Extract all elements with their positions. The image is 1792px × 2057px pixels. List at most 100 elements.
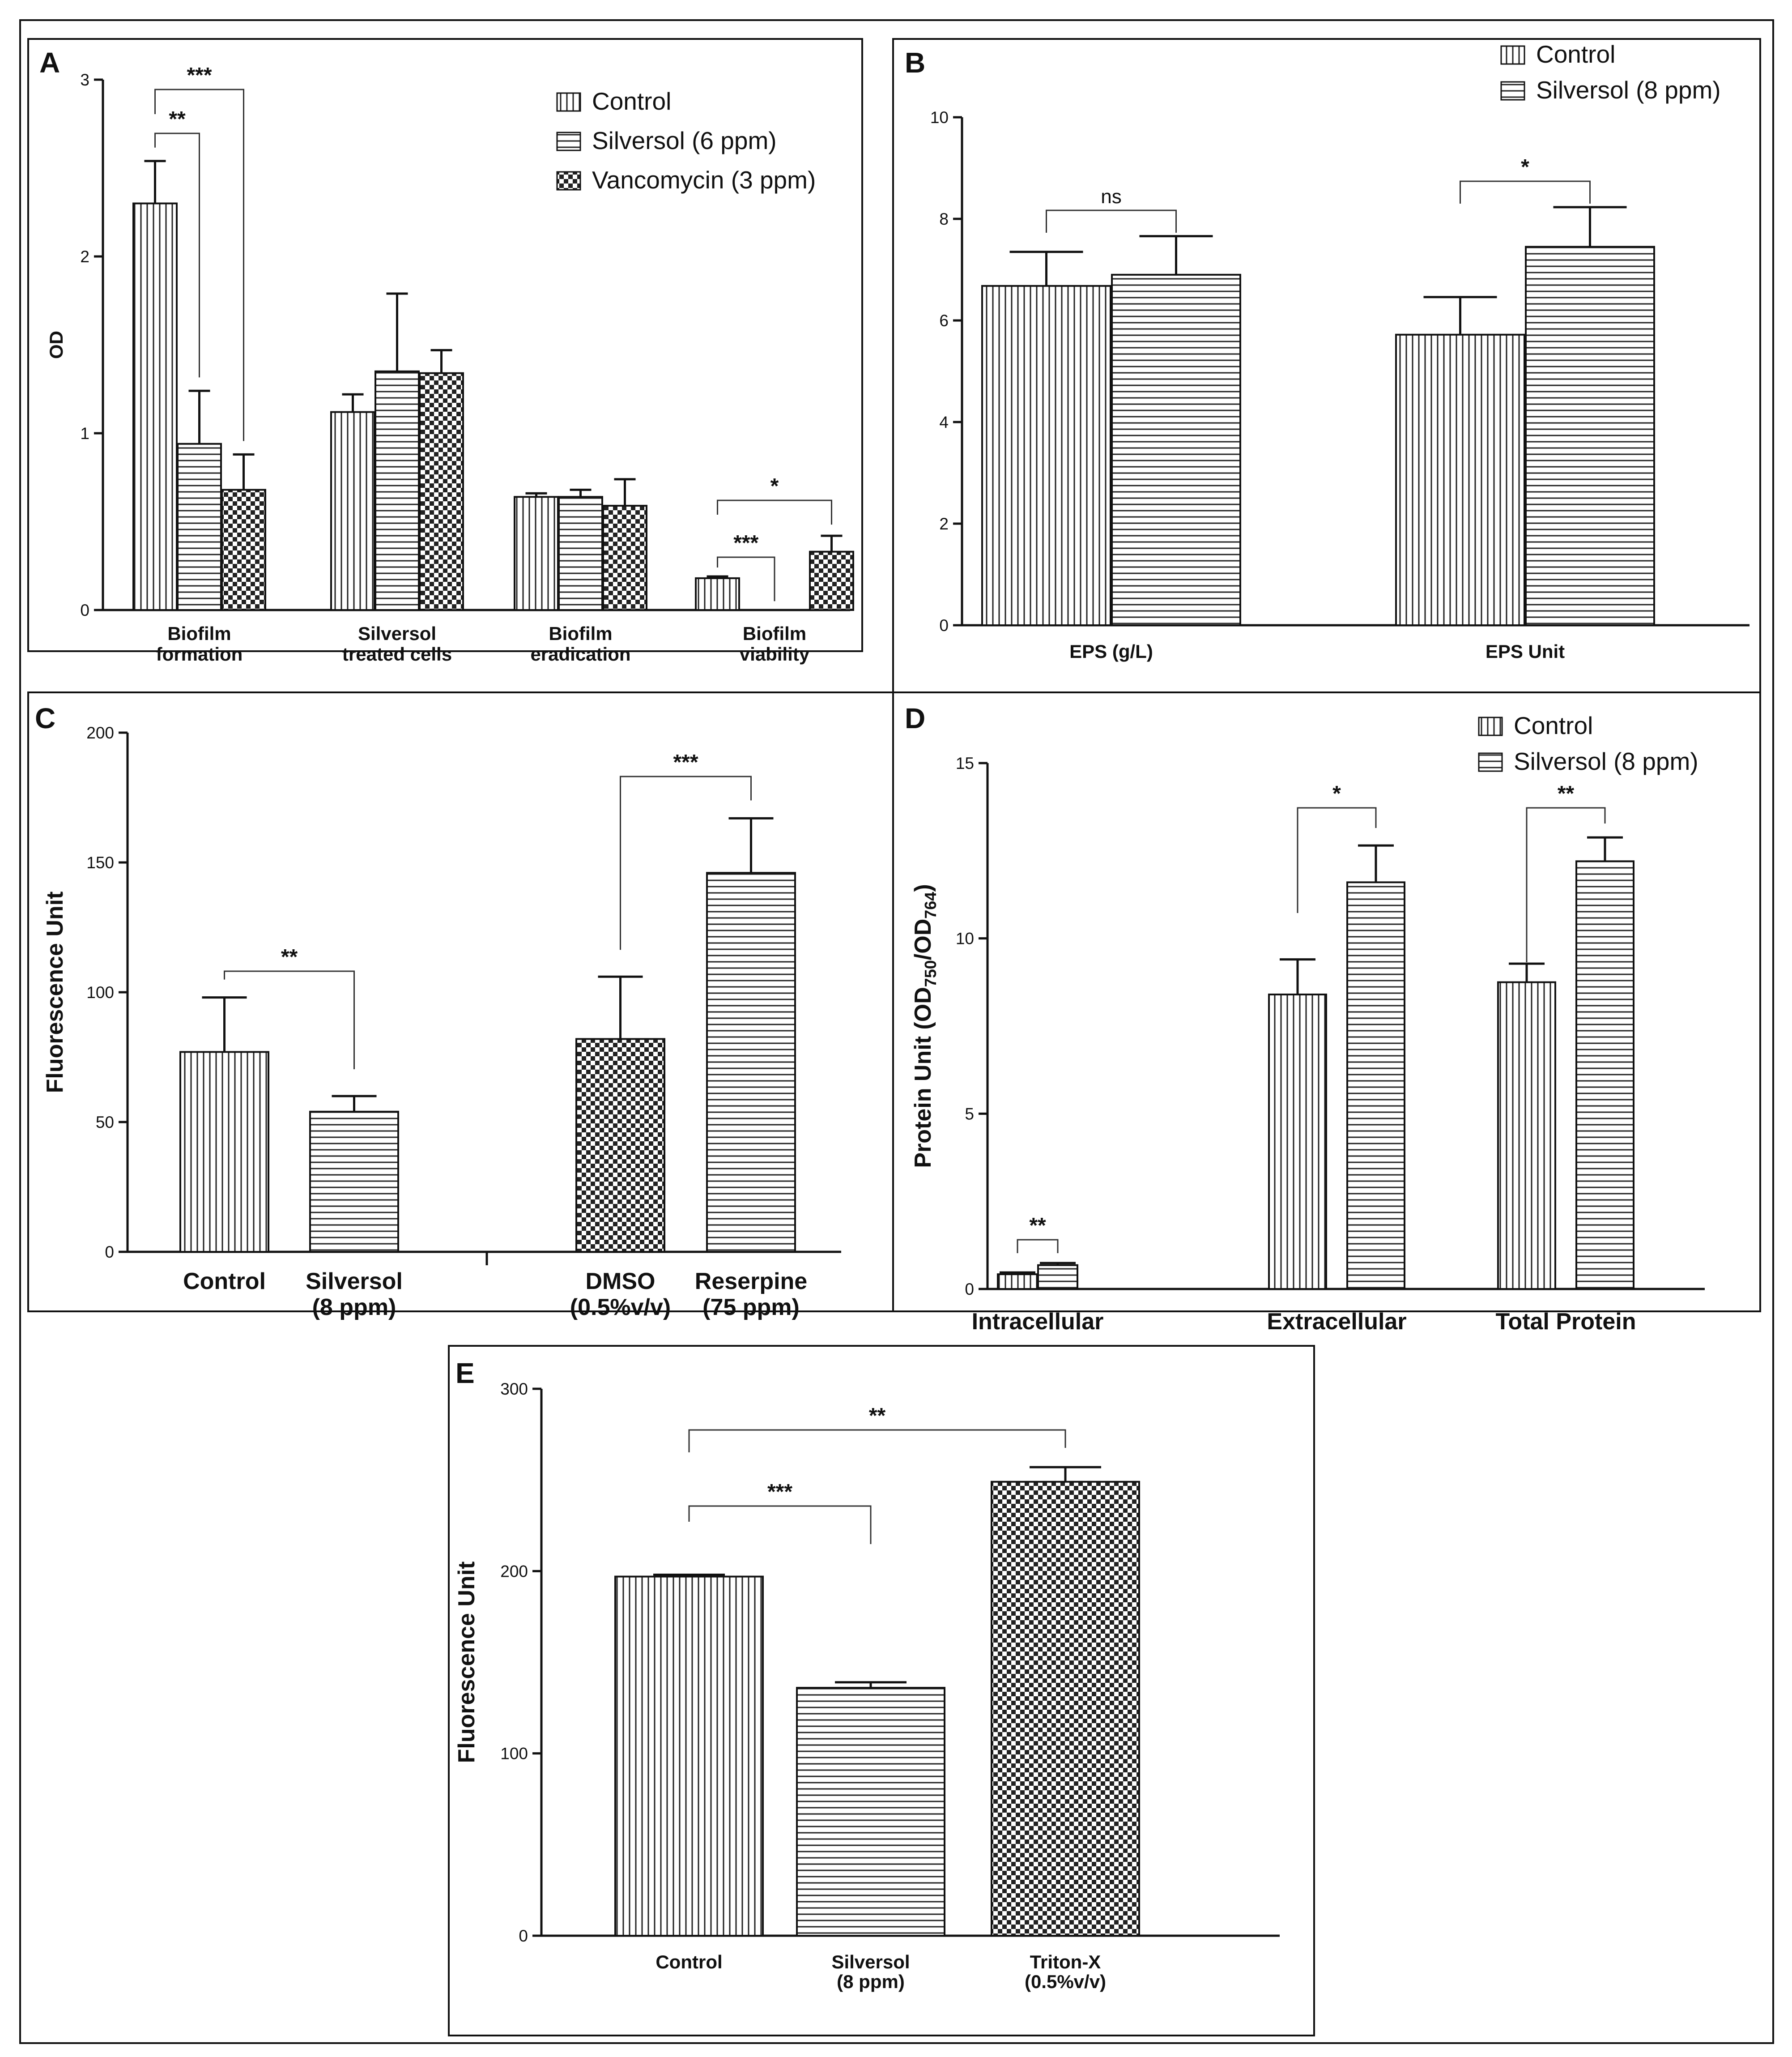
y-tick-label: 3 (80, 71, 89, 89)
x-category-label: (75 ppm) (702, 1294, 800, 1320)
x-category-label: treated cells (342, 644, 452, 665)
y-axis-label: OD (46, 331, 67, 359)
y-tick-label: 10 (930, 108, 949, 127)
bar-vertical (514, 496, 559, 611)
bar-horizontal (1111, 273, 1241, 626)
y-tick-label: 200 (500, 1562, 528, 1580)
y-tick-label: 2 (80, 248, 89, 266)
significance-bracket (1526, 807, 1606, 962)
y-axis-label-part: ) (910, 884, 936, 892)
x-category-label: Total Protein (1496, 1309, 1636, 1335)
legend-label: Silversol (8 ppm) (1514, 747, 1698, 775)
bar-vertical (981, 285, 1111, 626)
y-tick-label: 0 (939, 616, 949, 635)
y-tick-label: 1 (80, 424, 89, 443)
significance-bracket (1297, 807, 1377, 913)
y-tick-label: 15 (956, 754, 974, 772)
x-category-label: Biofilm (549, 623, 612, 644)
y-tick-label: 0 (80, 601, 89, 619)
significance-bracket (1017, 1239, 1059, 1253)
outer-frame (19, 19, 1774, 2044)
y-tick-label: 4 (939, 413, 949, 431)
bar-horizontal (558, 496, 603, 611)
y-axis-label: Protein Unit (OD750/OD764) (910, 884, 940, 1168)
significance-bracket (717, 556, 775, 602)
significance-label: ** (169, 107, 186, 131)
y-axis-label-subscript: 764 (921, 892, 940, 919)
panel-letter-d: D (905, 702, 925, 734)
significance-bracket (224, 970, 355, 1069)
legend-label: Control (1514, 712, 1593, 739)
significance-bracket (1460, 180, 1591, 204)
y-tick-label: 150 (86, 854, 114, 872)
significance-bracket (1046, 209, 1177, 233)
y-axis-label-part: Protein Unit (OD (910, 987, 936, 1168)
bar-horizontal (309, 1110, 399, 1253)
significance-label: *** (733, 531, 758, 555)
x-category-label: EPS (g/L) (1069, 641, 1153, 662)
bar-vertical (614, 1575, 764, 1937)
x-category-label: Silversol (306, 1268, 403, 1294)
y-axis-label-part: /OD (910, 919, 936, 960)
significance-bracket (717, 499, 832, 525)
significance-label: * (770, 474, 779, 498)
bar-vertical (1497, 981, 1556, 1290)
x-category-label: Biofilm (167, 623, 231, 644)
significance-label: *** (673, 751, 698, 774)
bar-checker (419, 372, 464, 611)
y-axis-label: Fluorescence Unit (42, 892, 68, 1093)
significance-label: * (1332, 782, 1341, 806)
legend-label: Silversol (8 ppm) (1536, 76, 1721, 104)
panel-letter-a: A (39, 47, 60, 79)
significance-label: * (1521, 155, 1529, 179)
x-category-label: Reserpine (695, 1268, 807, 1294)
legend-label: Silversol (6 ppm) (592, 127, 777, 154)
bar-checker (221, 489, 266, 611)
x-category-label: EPS Unit (1486, 641, 1565, 662)
legend-label: Vancomycin (3 ppm) (592, 166, 816, 194)
y-axis-label: Fluorescence Unit (454, 1562, 480, 1763)
legend-label: Control (1536, 40, 1615, 68)
bar-vertical (1268, 994, 1327, 1290)
panel-frame-a (27, 38, 863, 652)
bar-horizontal (706, 872, 796, 1253)
significance-bracket (688, 1505, 872, 1544)
bar-vertical (695, 577, 740, 611)
bar-checker (991, 1481, 1140, 1937)
panel-frame-e (448, 1345, 1315, 2036)
y-tick-label: 0 (105, 1243, 114, 1261)
x-category-label: Control (656, 1951, 722, 1972)
y-tick-label: 5 (965, 1105, 974, 1123)
legend-swatch-vertical (1500, 45, 1525, 65)
panel-letter-b: B (905, 47, 925, 79)
significance-bracket (154, 89, 244, 441)
legend-swatch-horizontal (556, 132, 581, 151)
legend-swatch-horizontal (1478, 752, 1503, 772)
significance-label: *** (767, 1480, 792, 1504)
y-tick-label: 300 (500, 1380, 528, 1398)
bar-horizontal (1346, 881, 1405, 1290)
legend-label: Control (592, 87, 671, 115)
y-tick-label: 0 (519, 1927, 528, 1945)
bar-vertical (132, 202, 178, 611)
y-tick-label: 100 (86, 983, 114, 1002)
x-category-label: (0.5%v/v) (1025, 1971, 1106, 1992)
bar-horizontal (1037, 1264, 1078, 1290)
x-category-label: eradication (530, 644, 630, 665)
y-axis-label-subscript: 750 (921, 960, 940, 987)
x-category-label: Silversol (358, 623, 436, 644)
y-tick-label: 10 (956, 930, 974, 948)
significance-bracket (688, 1429, 1066, 1452)
y-tick-label: 2 (939, 515, 949, 533)
x-category-label: formation (156, 644, 243, 665)
y-tick-label: 100 (500, 1745, 528, 1763)
bar-vertical (997, 1273, 1038, 1290)
x-category-label: Biofilm (743, 623, 806, 644)
x-category-label: (8 ppm) (312, 1294, 396, 1320)
y-tick-label: 50 (96, 1113, 114, 1131)
significance-label: ** (1029, 1214, 1046, 1238)
y-tick-label: 6 (939, 312, 949, 330)
y-tick-label: 0 (965, 1280, 974, 1298)
y-tick-label: 200 (86, 724, 114, 742)
